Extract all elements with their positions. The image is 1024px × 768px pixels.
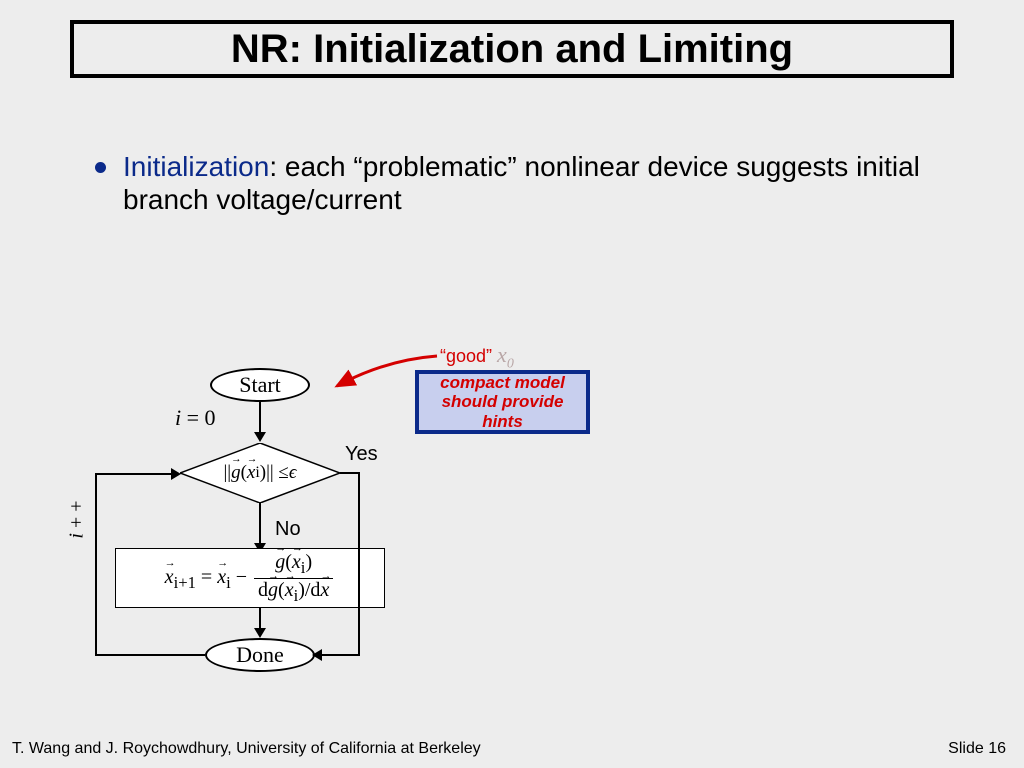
flow-edge-no-label: No [275,518,301,541]
flow-edge [259,402,261,434]
flow-start-label: Start [239,372,281,398]
annotation-x0: x0 [497,342,514,367]
flow-update-label: xi+1 = xi − g(xi) dg(xi)/dx [165,551,336,606]
callout-text: compact model should provide hints [419,373,586,432]
slide-title: NR: Initialization and Limiting [231,27,793,72]
flow-edge [95,473,97,656]
footer-authors: T. Wang and J. Roychowdhury, University … [12,740,481,758]
arrowhead-icon [312,649,322,661]
flow-loop-label: i + + [66,500,89,538]
flow-init-label: i = 0 [175,405,216,431]
arrowhead-icon [171,468,181,480]
arrowhead-icon [254,432,266,442]
flow-edge-yes-label: Yes [345,443,378,466]
flow-node-test: ||g(xi)|| ≤ ϵ [180,443,340,503]
flow-node-start: Start [210,368,310,402]
flow-test-label: ||g(xi)|| ≤ ϵ [180,443,340,503]
flow-edge [340,472,360,474]
arrowhead-icon [254,628,266,638]
flow-done-label: Done [236,642,284,668]
slide-title-box: NR: Initialization and Limiting [70,20,954,78]
bullet-text: Initialization: each “problematic” nonli… [123,150,925,216]
bullet-dot-icon [95,162,106,173]
flow-edge [259,608,261,630]
flow-edge [259,503,261,545]
flow-edge [320,654,360,656]
callout-box: compact model should provide hints [415,370,590,434]
flow-node-update: xi+1 = xi − g(xi) dg(xi)/dx [115,548,385,608]
flow-node-done: Done [205,638,315,672]
footer-slide-num: Slide 16 [948,740,1006,758]
flow-edge [95,473,173,475]
annotation-good-text: “good” [440,346,492,366]
bullet-highlight: Initialization [123,151,269,182]
flow-edge [358,472,360,655]
flowchart: Start i = 0 ||g(xi)|| ≤ ϵ Yes No xi+1 = … [80,350,560,730]
flow-edge [95,654,205,656]
annotation-good-x0: “good” x0 [440,342,514,372]
